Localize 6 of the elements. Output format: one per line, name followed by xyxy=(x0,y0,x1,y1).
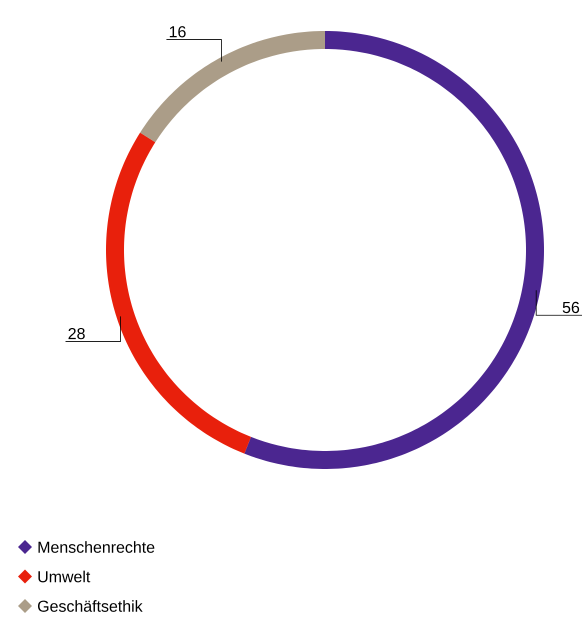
data-label: 28 xyxy=(68,328,85,340)
data-label: 56 xyxy=(562,302,580,314)
legend-label: Geschäftsethik xyxy=(38,600,143,612)
data-label: 16 xyxy=(170,26,186,38)
legend-label: Menschenrechte xyxy=(38,541,154,553)
legend-label: Umwelt xyxy=(38,570,90,582)
